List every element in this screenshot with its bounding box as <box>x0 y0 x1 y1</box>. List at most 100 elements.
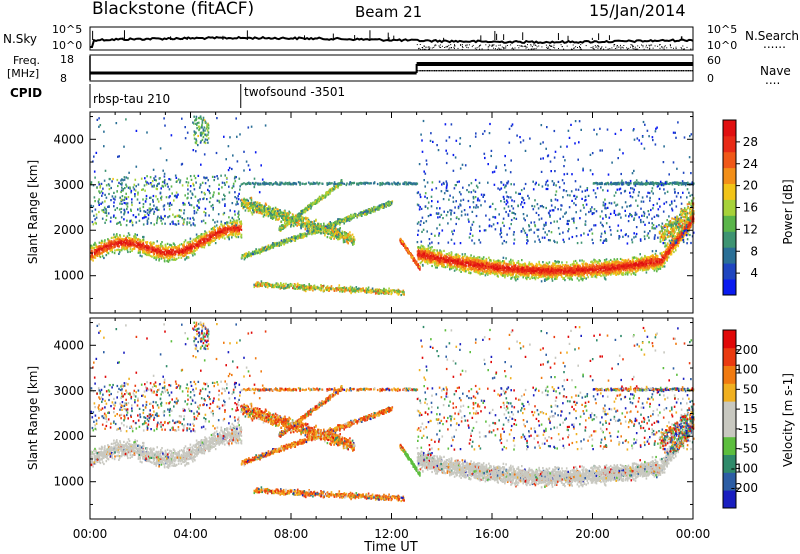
nave-dot <box>424 70 425 71</box>
heatmap-cell <box>161 258 163 260</box>
heatmap-cell <box>98 190 100 192</box>
noise-search-dot <box>681 48 682 49</box>
nave-dot <box>570 70 571 71</box>
heatmap-cell <box>237 195 239 197</box>
nave-dot <box>491 70 492 71</box>
heatmap-cell <box>194 138 196 140</box>
heatmap-cell <box>228 228 230 230</box>
heatmap-cell <box>166 196 168 198</box>
heatmap-cell <box>370 292 372 294</box>
heatmap-cell <box>247 200 249 202</box>
noise-search-dot <box>462 47 463 48</box>
heatmap-cell <box>364 290 366 292</box>
heatmap-cell <box>211 205 213 207</box>
heatmap-cell <box>137 198 139 200</box>
noise-search-dot <box>500 45 501 46</box>
heatmap-cell <box>277 284 279 286</box>
noise-search-dot <box>614 46 615 47</box>
heatmap-cell <box>337 230 339 232</box>
heatmap-cell <box>336 290 338 292</box>
heatmap-cell <box>180 179 182 181</box>
noise-search-dot <box>597 48 598 49</box>
heatmap-cell <box>236 222 238 224</box>
heatmap-cell <box>373 290 375 292</box>
noise-search-dot <box>634 48 635 49</box>
noise-left-tick-top: 10^5 <box>52 23 82 36</box>
heatmap-cell <box>138 243 140 245</box>
heatmap-cell <box>384 292 386 294</box>
nave-dot <box>506 70 507 71</box>
heatmap-cell <box>283 243 285 245</box>
heatmap-cell <box>142 251 144 253</box>
heatmap-cell <box>143 216 145 218</box>
noise-search-dot <box>424 46 425 47</box>
heatmap-cell <box>398 290 400 292</box>
heatmap-cell <box>116 122 118 124</box>
noise-search-dot <box>651 45 652 46</box>
heatmap-cell <box>203 176 205 178</box>
heatmap-cell <box>125 242 127 244</box>
noise-search-dot <box>498 45 499 46</box>
heatmap-cell <box>175 253 177 255</box>
nave-dots: .... <box>765 73 780 87</box>
heatmap-cell <box>156 188 158 190</box>
nave-dot <box>422 70 423 71</box>
heatmap-cell <box>281 242 283 244</box>
heatmap-cell <box>212 208 214 210</box>
noise-search-dot <box>633 46 634 47</box>
noise-search-dot <box>631 44 632 45</box>
heatmap-cell <box>309 284 311 286</box>
nave-dot <box>681 70 682 71</box>
heatmap-cell <box>337 220 339 222</box>
heatmap-cell <box>333 231 335 233</box>
heatmap-cell <box>134 233 136 235</box>
heatmap-cell <box>218 184 220 186</box>
heatmap-cell <box>197 135 199 137</box>
heatmap-cell <box>231 227 233 229</box>
heatmap-cell <box>340 220 342 222</box>
heatmap-cell <box>171 249 173 251</box>
noise-search-dot <box>664 49 665 50</box>
heatmap-cell <box>260 164 262 166</box>
heatmap-cell <box>173 242 175 244</box>
heatmap-cell <box>130 220 132 222</box>
heatmap-cell <box>269 247 271 249</box>
heatmap-cell <box>212 239 214 241</box>
noise-search-dot <box>580 47 581 48</box>
heatmap-cell <box>170 253 172 255</box>
heatmap-cell <box>152 249 154 251</box>
heatmap-cell <box>247 204 249 206</box>
nave-dot <box>648 70 649 71</box>
nave-dot <box>443 70 444 71</box>
heatmap-cell <box>346 289 348 291</box>
heatmap-cell <box>328 223 330 225</box>
heatmap-cell <box>349 288 351 290</box>
heatmap-cell <box>156 207 158 209</box>
heatmap-cell <box>350 292 352 294</box>
noise-search-dot <box>440 44 441 45</box>
heatmap-cell <box>350 215 352 217</box>
nave-dot <box>679 70 680 71</box>
heatmap-cell <box>138 250 140 252</box>
heatmap-cell <box>187 188 189 190</box>
nave-dot <box>581 70 582 71</box>
heatmap-cell <box>183 251 185 253</box>
heatmap-cell <box>193 207 195 209</box>
heatmap-cell <box>107 206 109 208</box>
heatmap-cell <box>129 243 131 245</box>
noise-search-dot <box>512 48 513 49</box>
heatmap-cell <box>101 245 103 247</box>
heatmap-cell <box>164 125 166 127</box>
heatmap-cell <box>288 240 290 242</box>
noise-search-dot <box>522 46 523 47</box>
heatmap-cell <box>100 242 102 244</box>
heatmap-cell <box>266 210 268 212</box>
nave-dot <box>437 70 438 71</box>
heatmap-cell <box>235 231 237 233</box>
heatmap-cell <box>331 232 333 234</box>
noise-search-dot <box>476 49 477 50</box>
nave-dot <box>653 70 654 71</box>
heatmap-cell <box>203 239 205 241</box>
heatmap-cell <box>218 200 220 202</box>
nave-dot <box>448 70 449 71</box>
